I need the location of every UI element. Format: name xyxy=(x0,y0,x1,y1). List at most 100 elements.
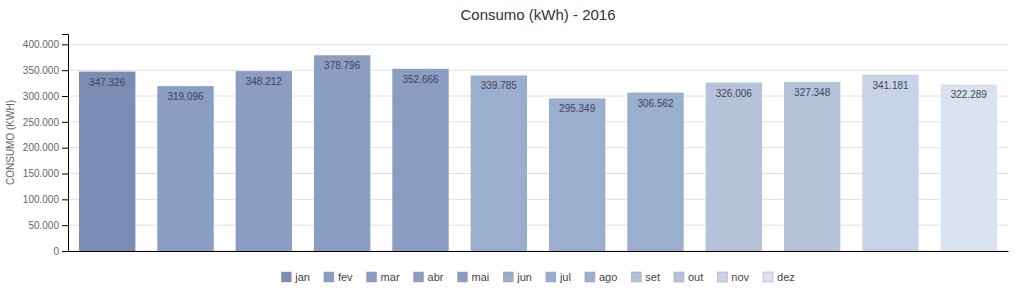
y-tick: 400.000 xyxy=(23,39,68,50)
bar xyxy=(79,72,135,251)
data-label: 348.212 xyxy=(246,76,283,87)
title: Consumo (kWh) - 2016 xyxy=(460,6,615,23)
y-tick-label: 0 xyxy=(53,246,59,257)
y-tick: 300.000 xyxy=(23,91,68,102)
legend-swatch xyxy=(367,272,377,282)
data-label: 322.289 xyxy=(951,89,988,100)
y-tick-mark xyxy=(62,122,68,123)
legend-item: jun xyxy=(503,271,532,283)
legend-item: mar xyxy=(367,271,400,283)
bar xyxy=(236,71,292,251)
legend-swatch xyxy=(503,272,513,282)
y-axis-title: CONSUMO (KWH) xyxy=(5,100,16,185)
legend-swatch xyxy=(631,272,641,282)
grid-line xyxy=(68,44,1008,45)
bar xyxy=(549,98,605,251)
y-tick: 200.000 xyxy=(23,142,68,153)
legend-label: dez xyxy=(777,271,795,283)
grid-line xyxy=(68,70,1008,71)
legend-swatch xyxy=(414,272,424,282)
data-label: 306.562 xyxy=(637,98,674,109)
data-label: 378.796 xyxy=(324,60,361,71)
legend-swatch xyxy=(763,272,773,282)
x-axis-line xyxy=(69,251,1009,252)
data-labels: 347.326 319.096 348.212 378.796 352.666 339.7… xyxy=(89,60,987,114)
y-tick-mark xyxy=(62,96,68,97)
y-axis: 0 50.000 100.000 150.000 200.000 250.000 300.0… xyxy=(23,35,69,257)
legend-item: dez xyxy=(763,271,795,283)
legend-swatch xyxy=(457,272,467,282)
legend-swatch xyxy=(585,272,595,282)
y-tick-label: 100.000 xyxy=(23,194,60,205)
legend-item: abr xyxy=(414,271,444,283)
y-tick-label: 400.000 xyxy=(23,39,60,50)
bar xyxy=(471,75,527,251)
legend-item: out xyxy=(674,271,703,283)
grid xyxy=(68,44,1008,251)
legend-item: ago xyxy=(585,271,617,283)
bar xyxy=(706,83,762,251)
y-tick: 350.000 xyxy=(23,65,68,76)
legend-label: abr xyxy=(428,271,444,283)
legend-label: jul xyxy=(559,271,571,283)
legend-swatch xyxy=(674,272,684,282)
y-tick-label: 350.000 xyxy=(23,65,60,76)
bars xyxy=(79,55,997,251)
bar xyxy=(392,69,448,251)
y-tick-label: 300.000 xyxy=(23,91,60,102)
bar xyxy=(862,75,918,251)
y-tick-mark xyxy=(62,148,68,149)
y-tick-mark xyxy=(62,174,68,175)
legend-swatch xyxy=(324,272,334,282)
y-tick: 150.000 xyxy=(23,168,68,179)
y-tick: 50.000 xyxy=(28,220,68,231)
y-tick-label: 250.000 xyxy=(23,117,60,128)
y-tick-mark xyxy=(62,225,68,226)
legend-label: out xyxy=(688,271,703,283)
bar xyxy=(941,84,997,251)
legend-label: jun xyxy=(516,271,532,283)
legend-item: set xyxy=(631,271,660,283)
data-label: 326.006 xyxy=(716,88,753,99)
data-label: 347.326 xyxy=(89,77,126,88)
data-label: 341.181 xyxy=(872,80,909,91)
y-tick-mark xyxy=(62,199,68,200)
y-tick-label: 200.000 xyxy=(23,142,60,153)
bar xyxy=(627,93,683,251)
legend-item: nov xyxy=(717,271,749,283)
legend-label: mar xyxy=(381,271,400,283)
y-tick: 250.000 xyxy=(23,117,68,128)
legend-label: fev xyxy=(338,271,353,283)
y-tick-mark xyxy=(62,70,68,71)
y-tick: 0 xyxy=(53,246,68,257)
bar xyxy=(157,86,213,251)
legend-label: nov xyxy=(731,271,749,283)
legend-label: mai xyxy=(471,271,489,283)
legend-label: jan xyxy=(294,271,310,283)
bar xyxy=(784,82,840,251)
data-label: 319.096 xyxy=(167,91,204,102)
y-axis-line xyxy=(62,35,69,252)
legend-label: ago xyxy=(599,271,617,283)
legend-swatch xyxy=(717,272,727,282)
legend-item: jan xyxy=(281,271,310,283)
legend-item: jul xyxy=(546,271,571,283)
data-label: 295.349 xyxy=(559,103,596,114)
y-tick-mark xyxy=(62,251,68,252)
data-label: 339.785 xyxy=(481,80,518,91)
y-tick-label: 50.000 xyxy=(28,220,59,231)
y-tick-label: 150.000 xyxy=(23,168,60,179)
legend-item: fev xyxy=(324,271,353,283)
y-tick-mark xyxy=(62,44,68,45)
chart: 0 50.000 100.000 150.000 200.000 250.000 300.0… xyxy=(0,0,1024,291)
legend-label: set xyxy=(645,271,660,283)
plot: 0 50.000 100.000 150.000 200.000 250.000 300.0… xyxy=(23,35,1009,257)
bar xyxy=(314,55,370,251)
data-label: 327.348 xyxy=(794,87,831,98)
legend-swatch xyxy=(546,272,556,282)
legend: jan fev mar abr mai jun jul ago set out nov dez xyxy=(281,271,795,283)
data-label: 352.666 xyxy=(402,74,439,85)
legend-swatch xyxy=(281,272,291,282)
y-tick: 100.000 xyxy=(23,194,68,205)
legend-item: mai xyxy=(457,271,489,283)
